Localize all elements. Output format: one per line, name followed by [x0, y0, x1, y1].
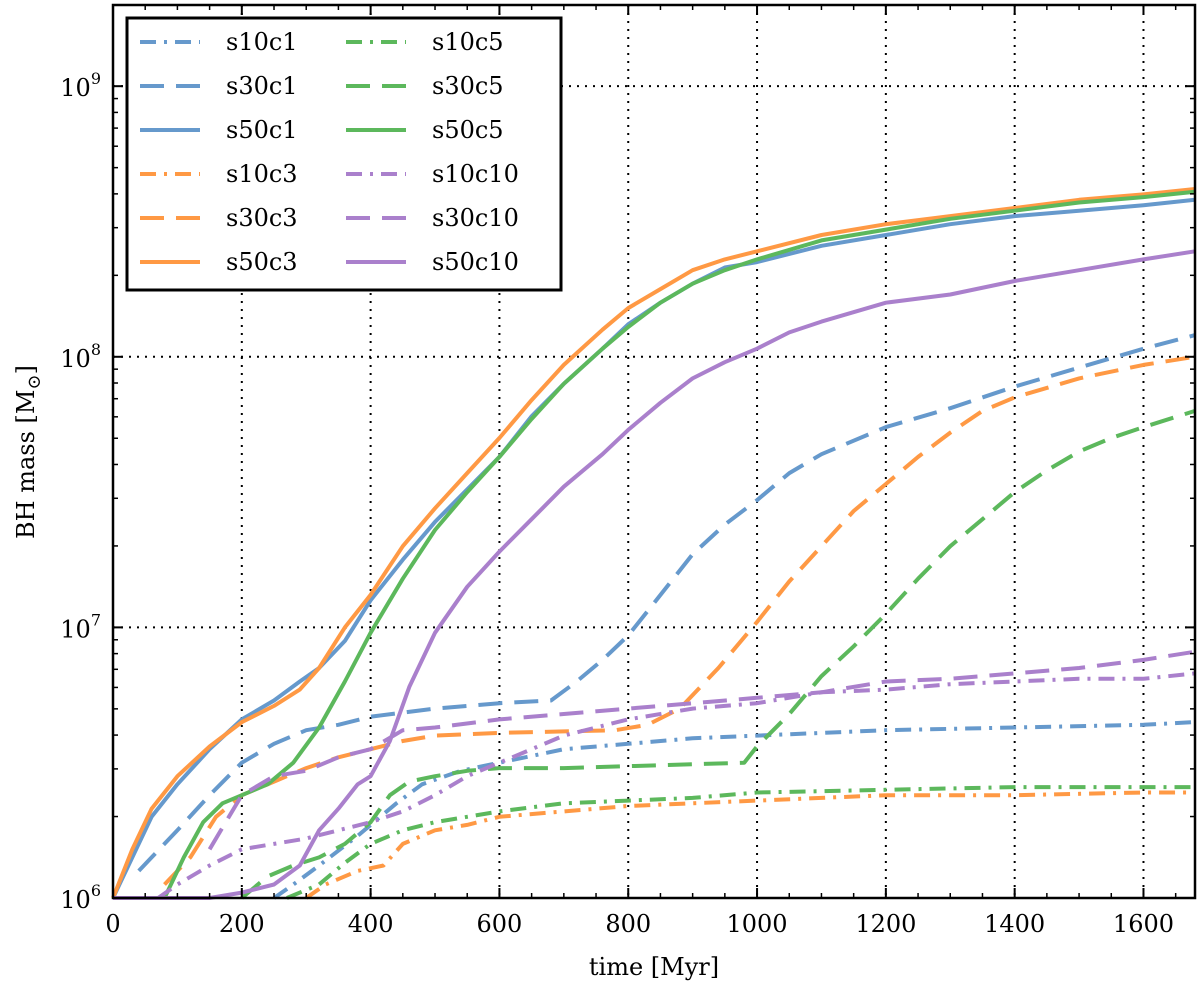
y-tick-exp: 7	[91, 610, 101, 629]
legend-label-s30c10: s30c10	[432, 204, 519, 232]
y-tick-label: 108	[60, 340, 101, 373]
legend-label-s10c5: s10c5	[432, 28, 504, 56]
y-axis-label: BH mass [M⊙]	[12, 365, 45, 539]
series-line-s10c10-b	[207, 649, 1196, 851]
legend-frame	[125, 16, 563, 292]
legend-label-s30c3: s30c3	[226, 204, 298, 232]
plot-frame	[111, 3, 1197, 900]
legend-label-s10c1: s10c1	[226, 28, 298, 56]
y-tick-exp: 9	[91, 69, 101, 88]
legend-label-s30c5: s30c5	[432, 72, 504, 100]
series-line-s50c3	[111, 187, 1196, 899]
tick-layer: 0 200 400 600 800 1000 1200 1400 160010610710810…	[60, 5, 1195, 938]
y-tick-label: 107	[60, 610, 101, 643]
x-tick-label: 1600	[1113, 910, 1174, 938]
series-line-s10c5	[286, 785, 1195, 900]
y-tick-base: 10	[60, 345, 91, 373]
series-line-s10c1	[272, 720, 1196, 900]
legend: s10c1 s30c1 s50c1 s10c3 s30c3 s50c3 s10c5 s30c5…	[125, 16, 563, 292]
legend-label-s50c3: s50c3	[226, 248, 298, 276]
series-line-s30c5	[240, 408, 1196, 900]
x-tick-label: 0	[105, 910, 120, 938]
x-tick-label: 200	[219, 910, 265, 938]
y-tick-base: 10	[60, 74, 91, 102]
y-tick-label: 106	[60, 881, 101, 914]
x-tick-label: 1400	[984, 910, 1045, 938]
y-tick-exp: 8	[91, 340, 101, 359]
series-line-s30c1	[137, 333, 1196, 873]
x-tick-label: 600	[477, 910, 523, 938]
series-line-s50c5	[162, 189, 1196, 899]
x-tick-label: 1200	[855, 910, 916, 938]
y-tick-label: 109	[60, 69, 101, 102]
legend-label-s50c10: s50c10	[432, 248, 519, 276]
y-tick-base: 10	[60, 615, 91, 643]
y-axis-label-close: ]	[12, 365, 40, 374]
x-tick-label: 1000	[727, 910, 788, 938]
x-tick-label: 400	[348, 910, 394, 938]
y-tick-exp: 6	[91, 881, 101, 900]
legend-label-s50c5: s50c5	[432, 116, 504, 144]
series-line-s30c3	[163, 354, 1196, 886]
x-axis-label: time [Myr]	[589, 953, 719, 981]
y-axis-label-main: BH mass [M	[12, 390, 40, 539]
series-line-s10c3	[305, 790, 1195, 900]
series-line-s10c10	[156, 671, 1196, 900]
legend-label-s50c1: s50c1	[226, 116, 298, 144]
series-line-s50c10	[113, 249, 1196, 900]
legend-label-s10c3: s10c3	[226, 160, 298, 188]
series-layer	[111, 187, 1196, 900]
y-tick-base: 10	[60, 886, 91, 914]
x-tick-label: 800	[605, 910, 651, 938]
legend-label-s30c1: s30c1	[226, 72, 298, 100]
legend-label-s10c10: s10c10	[432, 160, 519, 188]
y-axis-label-sun: ⊙	[24, 374, 45, 389]
